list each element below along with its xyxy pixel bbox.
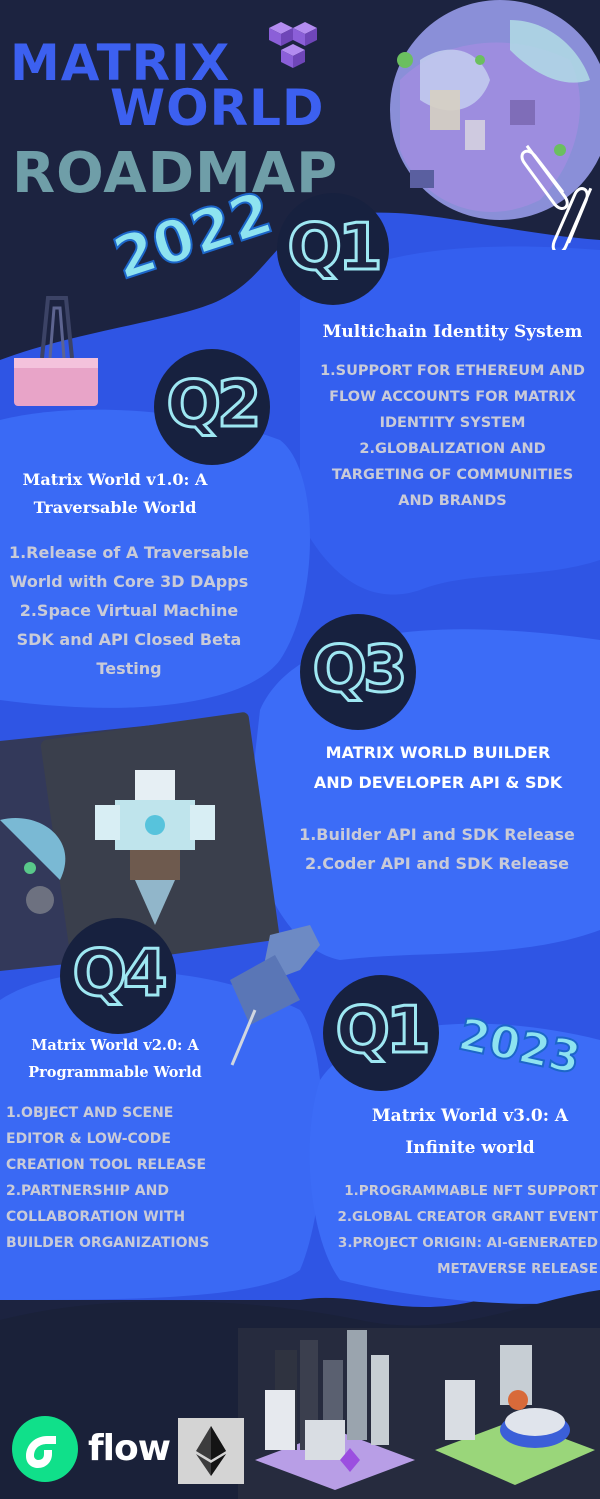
- heading-line: Programmable World: [28, 1064, 202, 1081]
- quarter-circle-q3-2022: [300, 614, 416, 730]
- item-line: 2.Coder API and SDK Release: [304, 854, 569, 873]
- item-line: 1.PROGRAMMABLE NFT SUPPORT: [344, 1183, 598, 1199]
- quarter-label-q4-2022: Q4: [71, 937, 169, 1011]
- item-line: AND BRANDS: [398, 493, 507, 509]
- quarter-circle-q2-2022: [154, 349, 270, 465]
- item-line: World with Core 3D DApps: [9, 572, 249, 591]
- item-line: 1.OBJECT AND SCENE: [6, 1105, 174, 1121]
- flow-logo-icon: [12, 1416, 78, 1482]
- item-line: 3.PROJECT ORIGIN: AI-GENERATED: [337, 1235, 598, 1251]
- item-line: 2.Space Virtual Machine: [19, 601, 239, 620]
- city-block-illustration: [255, 1330, 415, 1490]
- item-line: 1.Release of A Traversable: [8, 543, 250, 562]
- quarter-label-q1-2023: Q1: [334, 994, 432, 1068]
- cube-cluster-icon: [269, 22, 317, 68]
- item-line: 1.Builder API and SDK Release: [299, 825, 575, 844]
- ethereum-logo-icon: [196, 1426, 226, 1476]
- milestone-q4-2022-heading: Matrix World v2.0: A Programmable World: [0, 1032, 230, 1086]
- milestone-q2-2022-items: 1.Release of A Traversable World with Co…: [0, 538, 258, 683]
- globe-illustration: [390, 0, 600, 220]
- paperclip-icon: [520, 144, 593, 250]
- milestone-q1-2023-heading: Matrix World v3.0: A Infinite world: [340, 1100, 600, 1164]
- item-line: 2.GLOBALIZATION AND: [359, 441, 546, 457]
- quarter-circle-q4-2022: [60, 918, 176, 1034]
- heading-line: Matrix World v1.0: A: [22, 470, 208, 489]
- heading-line: Matrix World v2.0: A: [31, 1037, 199, 1054]
- shapes-illustration: [0, 818, 66, 914]
- milestone-q2-2022-heading: Matrix World v1.0: A Traversable World: [0, 466, 230, 522]
- quarter-circle-q1-2023: [323, 975, 439, 1091]
- milestone-q3-2022-items: 1.Builder API and SDK Release 2.Coder AP…: [282, 820, 592, 878]
- title-matrix: MATRIX: [10, 34, 231, 92]
- item-line: CREATION TOOL RELEASE: [6, 1157, 207, 1173]
- quarter-label-q3-2022: Q3: [311, 633, 409, 707]
- title-world: WORLD: [110, 79, 325, 137]
- heading-line: AND DEVELOPER API & SDK: [313, 773, 563, 792]
- heading-line: MATRIX WORLD BUILDER: [325, 743, 551, 762]
- milestone-q1-2022-items: 1.SUPPORT FOR ETHEREUM AND FLOW ACCOUNTS…: [305, 358, 600, 514]
- heading-line: Multichain Identity System: [322, 322, 583, 342]
- item-line: SDK and API Closed Beta: [16, 630, 242, 649]
- milestone-q4-2022-items: 1.OBJECT AND SCENE EDITOR & LOW-CODE CRE…: [6, 1100, 256, 1256]
- item-line: 1.SUPPORT FOR ETHEREUM AND: [320, 363, 585, 379]
- heading-line: Traversable World: [33, 498, 197, 517]
- item-line: TARGETING OF COMMUNITIES: [331, 467, 574, 483]
- title-roadmap: ROADMAP: [12, 141, 339, 206]
- item-line: EDITOR & LOW-CODE: [6, 1131, 171, 1147]
- robot-illustration: [95, 770, 215, 925]
- milestone-q1-2022-heading: Multichain Identity System: [305, 320, 600, 345]
- item-line: 2.GLOBAL CREATOR GRANT EVENT: [337, 1209, 598, 1225]
- quarter-circle-q1-2022: [277, 193, 389, 305]
- item-line: 2.PARTNERSHIP AND: [6, 1183, 169, 1199]
- quarter-label-q1-2022: Q1: [286, 211, 384, 285]
- item-line: METAVERSE RELEASE: [437, 1261, 598, 1277]
- flow-label: flow: [88, 1428, 171, 1469]
- heading-line: Matrix World v3.0: A: [371, 1106, 569, 1126]
- item-line: BUILDER ORGANIZATIONS: [6, 1235, 210, 1251]
- pushpin-icon: [230, 925, 320, 1066]
- item-line: COLLABORATION WITH: [6, 1209, 186, 1225]
- milestone-q1-2023-items: 1.PROGRAMMABLE NFT SUPPORT 2.GLOBAL CREA…: [298, 1178, 598, 1282]
- item-line: IDENTITY SYSTEM: [379, 415, 526, 431]
- item-line: Testing: [96, 659, 162, 678]
- item-line: FLOW ACCOUNTS FOR MATRIX: [329, 389, 576, 405]
- stadium-illustration: [435, 1345, 595, 1485]
- heading-line: Infinite world: [405, 1138, 535, 1158]
- quarter-label-q2-2022: Q2: [165, 368, 263, 442]
- binder-clip-icon: [14, 296, 98, 406]
- milestone-q3-2022-heading: MATRIX WORLD BUILDER AND DEVELOPER API &…: [288, 738, 588, 798]
